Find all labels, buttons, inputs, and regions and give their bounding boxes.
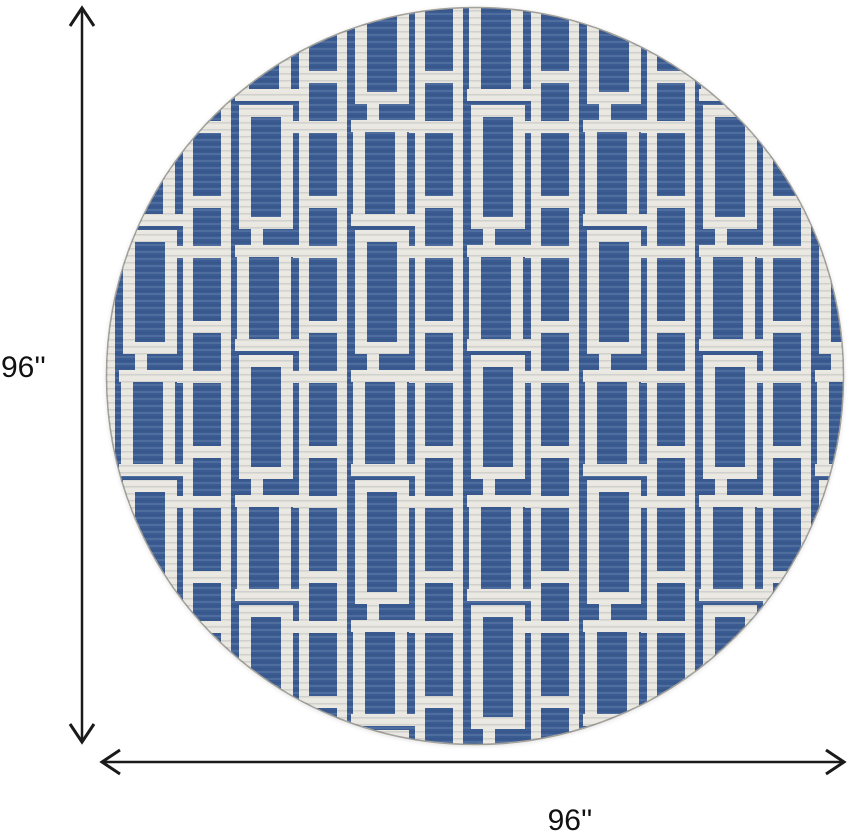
rug-weave-texture [106,7,844,745]
height-dimension-label: 96'' [1,351,46,384]
horizontal-double-arrow-icon [99,748,847,776]
vertical-double-arrow-icon [68,5,96,745]
rug-image [105,6,845,746]
width-dimension-label: 96'' [547,804,593,837]
